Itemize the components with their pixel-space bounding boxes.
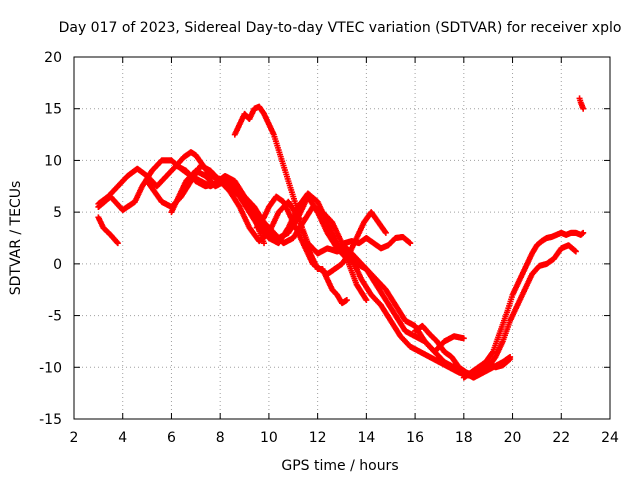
series-arc-1 [95,214,121,247]
chart-grid [74,57,610,419]
chart-title: Day 017 of 2023, Sidereal Day-to-day VTE… [59,20,622,36]
series-arc-9 [334,233,414,252]
data-point [580,105,587,112]
data-point [343,297,350,304]
y-tick-label: -10 [39,360,62,376]
x-tick-label: 24 [601,430,619,446]
series-arc-11 [460,229,587,381]
data-point [572,248,579,255]
data-series [95,95,587,381]
y-axis-tick-labels: -15 -10 -5 0 5 10 15 20 [39,50,62,428]
data-point [382,229,389,236]
data-point [580,229,587,236]
series-arc-13 [576,95,587,112]
data-point [363,297,370,304]
y-axis-title: SDTVAR / TECUs [8,181,24,296]
y-tick-label: 0 [53,257,62,273]
data-point [460,335,467,342]
series-arc-8 [253,193,389,278]
series-arc-6 [173,149,370,304]
x-axis-tick-labels: 2 4 6 8 10 12 14 16 18 20 22 24 [70,430,619,446]
y-tick-label: -15 [39,412,62,428]
axis-ticks [73,56,611,420]
x-tick-label: 20 [504,430,522,446]
x-tick-label: 6 [167,430,176,446]
x-tick-label: 2 [70,430,79,446]
series-arc-12 [485,242,579,371]
data-point [114,240,121,247]
y-tick-label: 15 [44,102,62,118]
data-point [507,356,514,363]
y-tick-label: 20 [44,50,62,66]
x-tick-label: 12 [309,430,327,446]
x-tick-label: 16 [406,430,424,446]
y-tick-label: -5 [48,309,62,325]
y-tick-label: 10 [44,153,62,169]
data-point [407,240,414,247]
plot-frame [73,56,611,420]
data-point [261,240,268,247]
x-tick-label: 14 [357,430,375,446]
x-tick-label: 10 [260,430,278,446]
x-tick-label: 22 [552,430,570,446]
x-axis-title: GPS time / hours [281,458,398,474]
y-tick-label: 5 [53,205,62,221]
x-tick-label: 18 [455,430,473,446]
x-tick-label: 4 [118,430,127,446]
x-tick-label: 8 [216,430,225,446]
